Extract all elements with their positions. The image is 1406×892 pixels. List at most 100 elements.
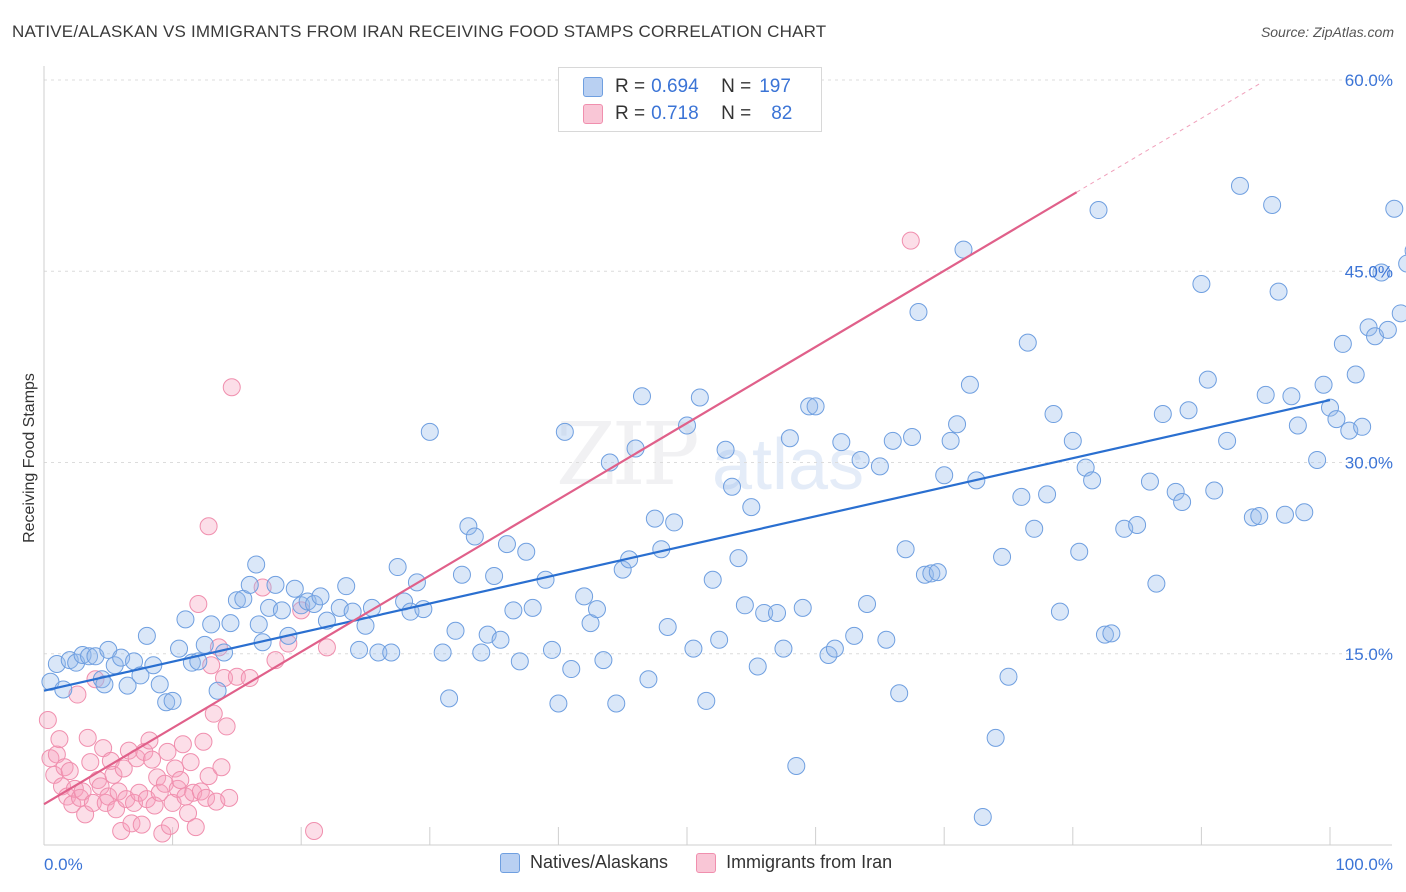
- native-point: [1179, 401, 1198, 420]
- native-point: [960, 375, 979, 394]
- source-label: Source: ZipAtlas.com: [1260, 24, 1394, 40]
- native-point: [202, 615, 221, 634]
- legend-n-value: 197: [759, 76, 791, 97]
- native-point: [941, 431, 960, 450]
- native-point: [690, 388, 709, 407]
- iran-point: [166, 759, 185, 778]
- native-point: [684, 639, 703, 658]
- native-point: [883, 431, 902, 450]
- native-point: [1166, 482, 1185, 501]
- iran-point: [199, 517, 218, 536]
- iran-point: [227, 667, 246, 686]
- native-point: [1398, 254, 1406, 273]
- native-point: [774, 639, 793, 658]
- iran-trend-extension: [1076, 82, 1263, 193]
- native-point: [607, 694, 626, 713]
- native-point: [986, 728, 1005, 747]
- native-point: [1263, 195, 1282, 214]
- iran-point: [78, 728, 97, 747]
- native-point: [613, 560, 632, 579]
- native-point: [575, 587, 594, 606]
- native-point: [1230, 176, 1249, 195]
- legend-row-natives: R = 0.694 N = 197: [583, 75, 791, 99]
- iran-point: [60, 762, 79, 781]
- native-point: [594, 651, 613, 670]
- native-point: [806, 397, 825, 416]
- native-point: [1256, 385, 1275, 404]
- native-point: [369, 643, 388, 662]
- iran-point: [150, 783, 169, 802]
- native-point: [221, 614, 240, 633]
- native-point: [157, 693, 176, 712]
- native-point: [440, 689, 459, 708]
- iran-point: [161, 816, 180, 835]
- iran-point: [143, 750, 162, 769]
- native-point: [485, 566, 504, 585]
- native-point: [1147, 574, 1166, 593]
- y-tick-label: 15.0%: [1345, 645, 1393, 664]
- iran-point: [189, 595, 208, 614]
- native-point: [1250, 507, 1269, 526]
- native-point: [1140, 472, 1159, 491]
- native-point: [1282, 387, 1301, 406]
- native-point: [1192, 275, 1211, 293]
- native-point: [1333, 334, 1352, 353]
- legend-n-label: N =: [721, 103, 752, 124]
- native-point: [800, 397, 819, 416]
- legend-row-iran: R = 0.718 N = 82: [583, 102, 792, 126]
- native-point: [1308, 450, 1327, 469]
- iran-point: [83, 793, 102, 812]
- iran-point: [171, 770, 190, 789]
- native-point: [446, 621, 465, 640]
- iran-point: [81, 753, 100, 772]
- native-point: [195, 635, 214, 654]
- iran-points: [38, 231, 920, 843]
- native-point: [742, 498, 761, 517]
- native-point: [137, 626, 156, 645]
- native-point: [1038, 485, 1057, 504]
- native-point: [1327, 410, 1346, 429]
- native-point: [1275, 505, 1294, 524]
- iran-point: [119, 741, 138, 760]
- native-point: [266, 575, 285, 594]
- native-point: [935, 466, 954, 485]
- legend-r-value: 0.694: [651, 76, 699, 97]
- native-point: [793, 598, 812, 617]
- iran-point: [112, 821, 131, 840]
- native-point: [735, 596, 754, 615]
- native-point: [890, 684, 909, 703]
- native-point: [382, 643, 401, 662]
- iran-trend-line: [43, 191, 1078, 806]
- native-point: [420, 422, 439, 441]
- native-point: [1063, 431, 1082, 450]
- native-point: [755, 603, 774, 622]
- legend-r-label: R =: [615, 103, 646, 124]
- native-point: [523, 598, 542, 617]
- chart-title: NATIVE/ALASKAN VS IMMIGRANTS FROM IRAN R…: [12, 22, 827, 41]
- native-point: [54, 680, 73, 699]
- iran-point: [91, 777, 110, 796]
- native-point: [780, 429, 799, 448]
- natives-trend-line: [43, 398, 1331, 692]
- legend-item-iran[interactable]: Immigrants from Iran: [696, 852, 892, 873]
- native-point: [95, 675, 114, 694]
- native-point: [825, 639, 844, 658]
- native-point: [729, 549, 748, 568]
- native-point: [896, 540, 915, 559]
- legend-item-natives[interactable]: Natives/Alaskans: [500, 852, 668, 873]
- native-point: [645, 509, 664, 528]
- legend-r-value: 0.718: [651, 103, 699, 124]
- iran-point: [186, 818, 205, 837]
- native-point: [247, 555, 266, 574]
- native-point: [1372, 263, 1391, 282]
- native-point: [208, 681, 227, 700]
- iran-swatch: [583, 104, 603, 124]
- grid-layer: [44, 79, 1392, 655]
- native-point: [1378, 320, 1397, 339]
- iran-point: [317, 638, 336, 657]
- native-point: [845, 626, 864, 645]
- iran-point: [50, 730, 69, 749]
- native-point: [1173, 493, 1192, 512]
- native-point: [131, 666, 150, 685]
